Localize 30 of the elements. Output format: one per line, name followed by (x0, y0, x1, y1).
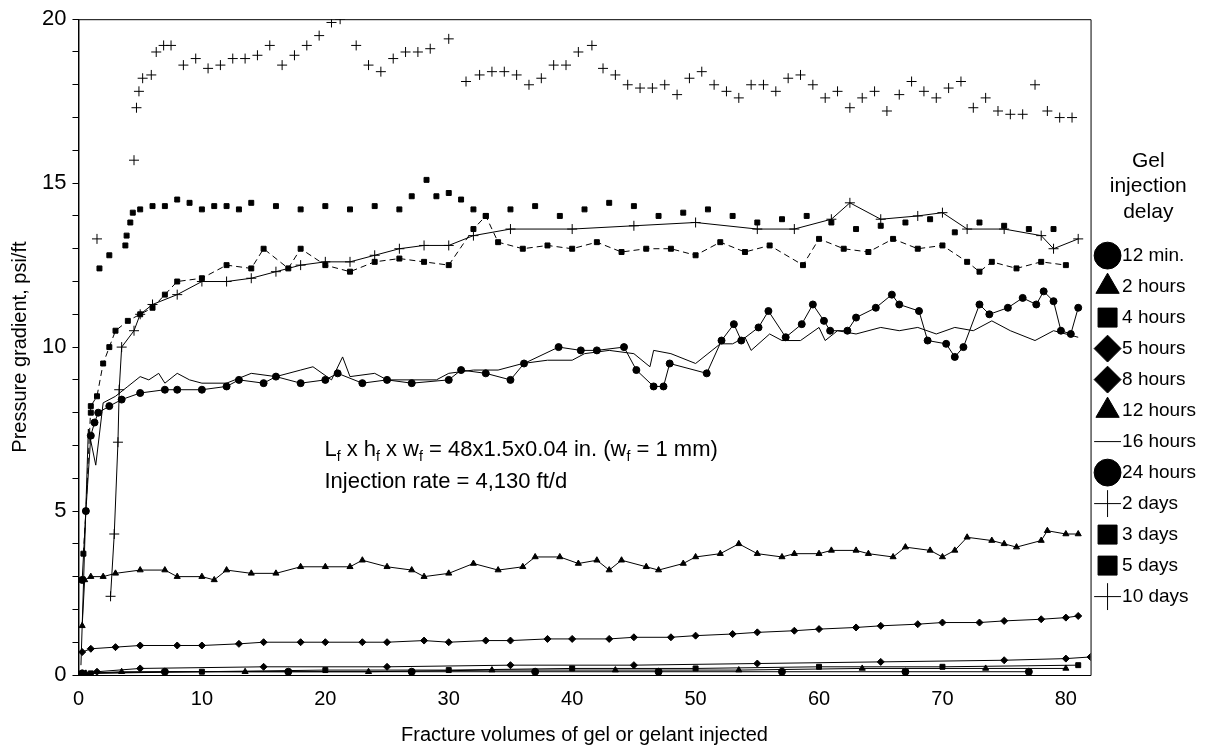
x-tick-label: 60 (807, 686, 831, 709)
x-tick-label: 30 (437, 686, 460, 709)
legend-label: 12 hours (1122, 398, 1197, 420)
x-tick-label: 10 (190, 686, 214, 709)
legend-label: 3 days (1122, 522, 1179, 544)
y-tick-label: 10 (41, 333, 67, 359)
legend-label: 2 hours (1122, 274, 1186, 296)
x-axis-title: Fracture volumes of gel or gelant injected (401, 722, 768, 745)
y-tick-label: 20 (41, 5, 67, 31)
y-tick-label: 5 (54, 497, 67, 523)
y-axis-title: Pressure gradient, psi/ft (7, 241, 30, 453)
x-tick-label: 0 (72, 686, 85, 709)
y-tick-label: 15 (41, 169, 67, 195)
legend-label: 12 min. (1122, 243, 1185, 265)
legend-label: 5 hours (1122, 336, 1186, 358)
legend-label: 4 hours (1122, 305, 1186, 327)
legend-label: 5 days (1122, 553, 1179, 575)
legend-title: Gel injection delay (1109, 148, 1187, 222)
annotation: Injection rate = 4,130 ft/d (324, 467, 568, 493)
legend-label: 16 hours (1122, 429, 1197, 451)
x-tick-label: 20 (314, 686, 337, 709)
x-tick-label: 40 (561, 686, 584, 709)
legend-label: 8 hours (1122, 367, 1186, 389)
legend-label: 2 days (1122, 491, 1179, 513)
x-tick-label: 50 (684, 686, 707, 709)
legend-label: 24 hours (1122, 460, 1197, 482)
x-tick-label: 70 (931, 686, 954, 709)
y-tick-label: 0 (54, 661, 67, 687)
legend-label: 10 days (1122, 584, 1189, 606)
x-tick-label: 80 (1054, 686, 1077, 709)
